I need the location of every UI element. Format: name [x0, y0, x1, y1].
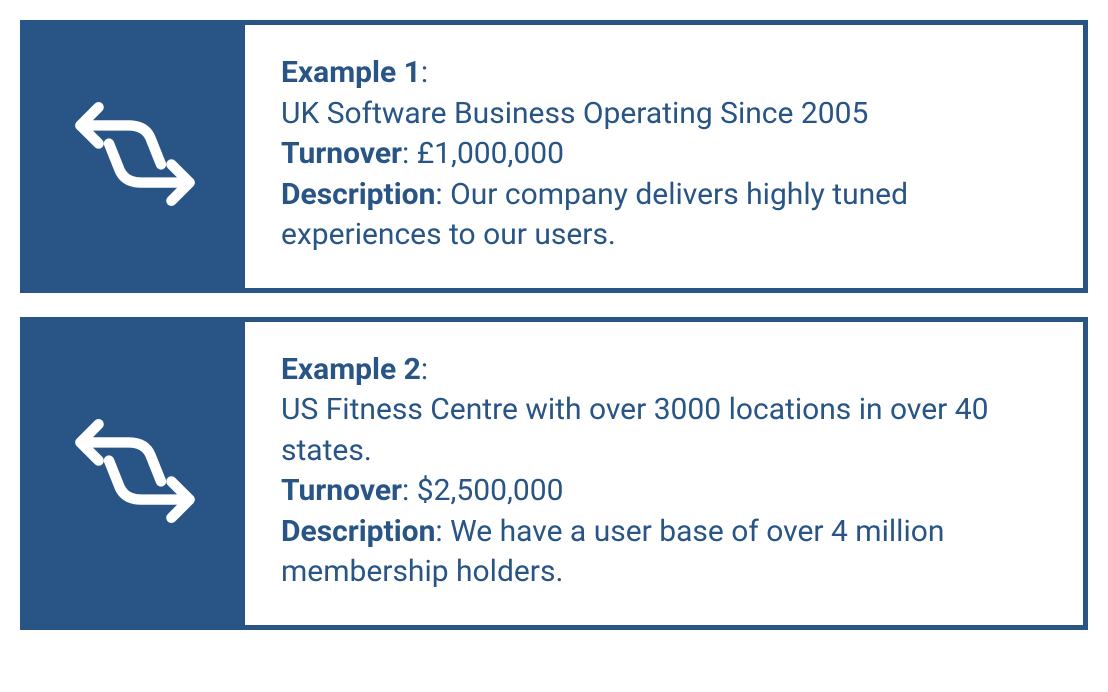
- colon: :: [421, 55, 428, 90]
- title-label: Example 2: [281, 352, 421, 387]
- title-label: Example 1: [281, 55, 421, 90]
- title-value: US Fitness Centre with over 3000 locatio…: [281, 390, 1047, 471]
- exchange-hands-icon: [70, 406, 200, 540]
- turnover-value: $2,500,000: [417, 473, 564, 508]
- icon-column: [25, 25, 245, 288]
- description-label: Description: [281, 177, 435, 212]
- description-row: Description: We have a user base of over…: [281, 512, 1047, 593]
- turnover-row: Turnover: $2,500,000: [281, 471, 1047, 512]
- title-row: Example 1:: [281, 53, 1047, 94]
- turnover-label: Turnover: [281, 473, 402, 508]
- description-label: Description: [281, 514, 435, 549]
- turnover-row: Turnover: £1,000,000: [281, 134, 1047, 175]
- content-column: Example 1: UK Software Business Operatin…: [245, 25, 1083, 288]
- colon: :: [402, 136, 417, 171]
- turnover-value: £1,000,000: [417, 136, 564, 171]
- example-card: Example 2: US Fitness Centre with over 3…: [20, 317, 1088, 630]
- colon: :: [435, 514, 450, 549]
- icon-column: [25, 322, 245, 625]
- description-row: Description: Our company delivers highly…: [281, 175, 1047, 256]
- title-row: Example 2:: [281, 350, 1047, 391]
- example-card: Example 1: UK Software Business Operatin…: [20, 20, 1088, 293]
- title-value: UK Software Business Operating Since 200…: [281, 94, 1047, 135]
- exchange-hands-icon: [70, 89, 200, 223]
- colon: :: [421, 352, 428, 387]
- colon: :: [402, 473, 417, 508]
- content-column: Example 2: US Fitness Centre with over 3…: [245, 322, 1083, 625]
- turnover-label: Turnover: [281, 136, 402, 171]
- colon: :: [435, 177, 450, 212]
